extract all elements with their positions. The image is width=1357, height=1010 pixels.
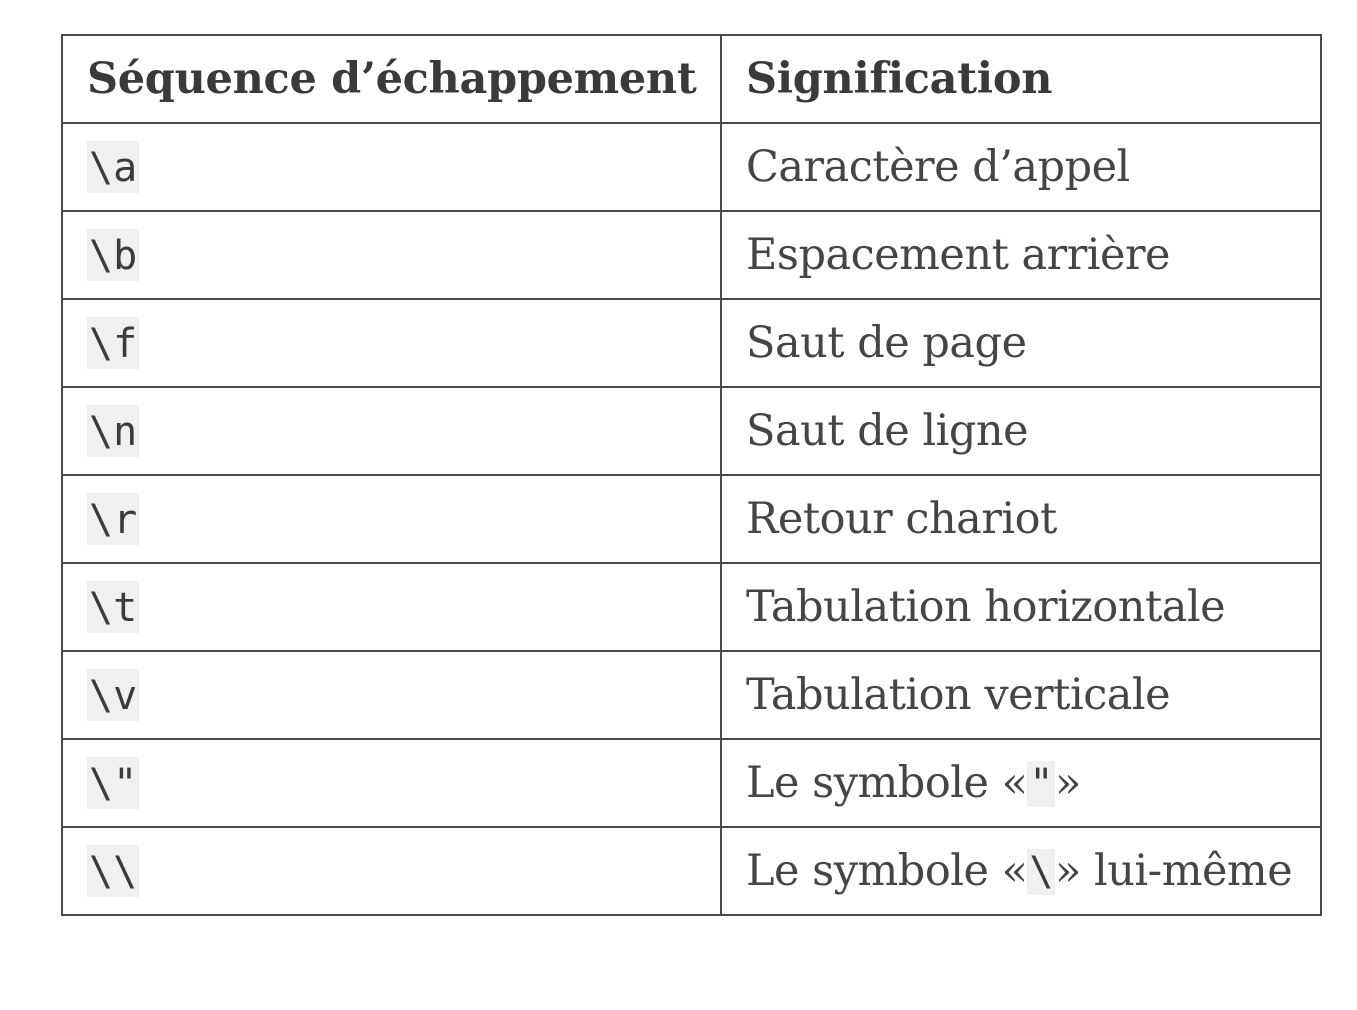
inline-code: \ bbox=[1027, 849, 1055, 895]
escape-code: \t bbox=[87, 581, 140, 633]
header-meaning: Signification bbox=[720, 34, 1322, 124]
escape-code: \\ bbox=[87, 845, 140, 897]
escape-code: \v bbox=[87, 669, 140, 721]
table-row: \" Le symbole «"» bbox=[61, 738, 1322, 828]
meaning-cell: Tabulation horizontale bbox=[720, 562, 1322, 652]
meaning-cell: Saut de ligne bbox=[720, 386, 1322, 476]
meaning-suffix: » lui-même bbox=[1055, 846, 1293, 896]
meaning-cell: Espacement arrière bbox=[720, 210, 1322, 300]
code-cell: \n bbox=[61, 386, 722, 476]
table-row: \b Espacement arrière bbox=[61, 210, 1322, 300]
table-row: \v Tabulation verticale bbox=[61, 650, 1322, 740]
table-row: \r Retour chariot bbox=[61, 474, 1322, 564]
table-row: \t Tabulation horizontale bbox=[61, 562, 1322, 652]
meaning-cell: Le symbole «"» bbox=[720, 738, 1322, 828]
code-cell: \v bbox=[61, 650, 722, 740]
escape-code: \n bbox=[87, 405, 140, 457]
escape-code: \a bbox=[87, 141, 140, 193]
escape-code: \f bbox=[87, 317, 140, 369]
code-cell: \f bbox=[61, 298, 722, 388]
table-row: \n Saut de ligne bbox=[61, 386, 1322, 476]
code-cell: \\ bbox=[61, 826, 722, 916]
table-row: \a Caractère d’appel bbox=[61, 122, 1322, 212]
meaning-cell: Le symbole «\» lui-même bbox=[720, 826, 1322, 916]
escape-code: \" bbox=[87, 757, 140, 809]
code-cell: \t bbox=[61, 562, 722, 652]
meaning-prefix: Le symbole « bbox=[746, 758, 1028, 808]
meaning-suffix: » bbox=[1055, 758, 1081, 808]
meaning-cell: Tabulation verticale bbox=[720, 650, 1322, 740]
escape-code: \b bbox=[87, 229, 140, 281]
meaning-cell: Retour chariot bbox=[720, 474, 1322, 564]
table-header-row: Séquence d’échappement Signification bbox=[61, 34, 1322, 124]
table-row: \\ Le symbole «\» lui-même bbox=[61, 826, 1322, 916]
code-cell: \" bbox=[61, 738, 722, 828]
meaning-cell: Caractère d’appel bbox=[720, 122, 1322, 212]
table-row: \f Saut de page bbox=[61, 298, 1322, 388]
header-escape-sequence: Séquence d’échappement bbox=[61, 34, 722, 124]
code-cell: \a bbox=[61, 122, 722, 212]
code-cell: \b bbox=[61, 210, 722, 300]
meaning-cell: Saut de page bbox=[720, 298, 1322, 388]
meaning-prefix: Le symbole « bbox=[746, 846, 1028, 896]
inline-code: " bbox=[1027, 761, 1055, 807]
escape-code: \r bbox=[87, 493, 140, 545]
code-cell: \r bbox=[61, 474, 722, 564]
escape-sequence-table: Séquence d’échappement Signification \a … bbox=[61, 34, 1322, 916]
